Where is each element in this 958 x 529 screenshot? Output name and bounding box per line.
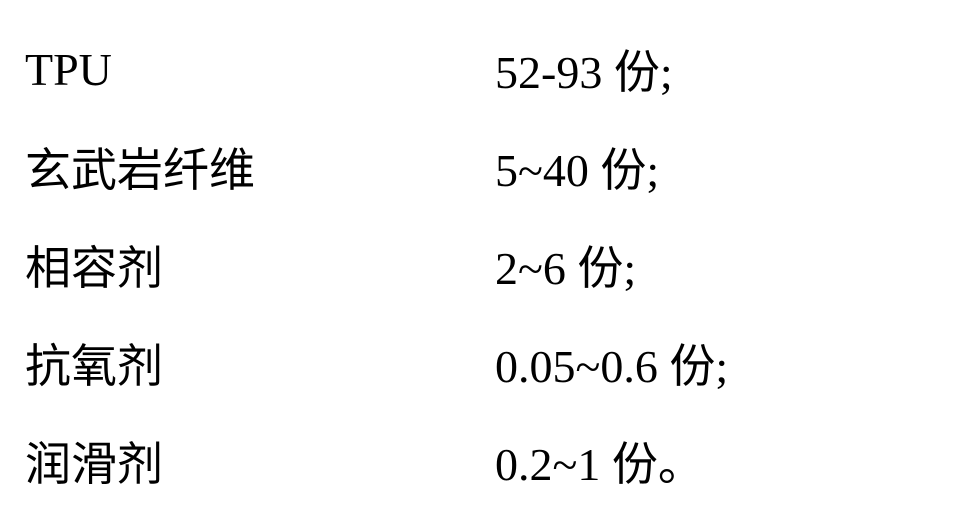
composition-table: TPU 52-93 份; 玄武岩纤维 5~40 份; 相容剂 2~6 份; 抗氧…	[0, 0, 958, 529]
table-row: 抗氧剂 0.05~0.6 份;	[25, 314, 958, 412]
value-cell: 0.05~0.6 份;	[495, 330, 958, 396]
table-row: 相容剂 2~6 份;	[25, 216, 958, 314]
table-row: 玄武岩纤维 5~40 份;	[25, 118, 958, 216]
ingredient-label: TPU	[25, 44, 112, 95]
ingredient-label: 相容剂	[25, 243, 163, 294]
value-cell: 0.2~1 份。	[495, 428, 958, 494]
amount-value: 52-93 份;	[495, 47, 673, 98]
table-row: 润滑剂 0.2~1 份。	[25, 412, 958, 510]
ingredient-label: 玄武岩纤维	[25, 145, 255, 196]
amount-value: 2~6 份;	[495, 243, 636, 294]
label-cell: TPU	[25, 43, 495, 96]
label-cell: 玄武岩纤维	[25, 134, 495, 200]
ingredient-label: 抗氧剂	[25, 341, 163, 392]
label-cell: 润滑剂	[25, 428, 495, 494]
label-cell: 抗氧剂	[25, 330, 495, 396]
ingredient-label: 润滑剂	[25, 439, 163, 490]
value-cell: 2~6 份;	[495, 232, 958, 298]
label-cell: 相容剂	[25, 232, 495, 298]
amount-value: 5~40 份;	[495, 145, 659, 196]
amount-value: 0.05~0.6 份;	[495, 341, 728, 392]
table-row: TPU 52-93 份;	[25, 20, 958, 118]
value-cell: 52-93 份;	[495, 36, 958, 102]
value-cell: 5~40 份;	[495, 134, 958, 200]
amount-value: 0.2~1 份。	[495, 439, 704, 490]
